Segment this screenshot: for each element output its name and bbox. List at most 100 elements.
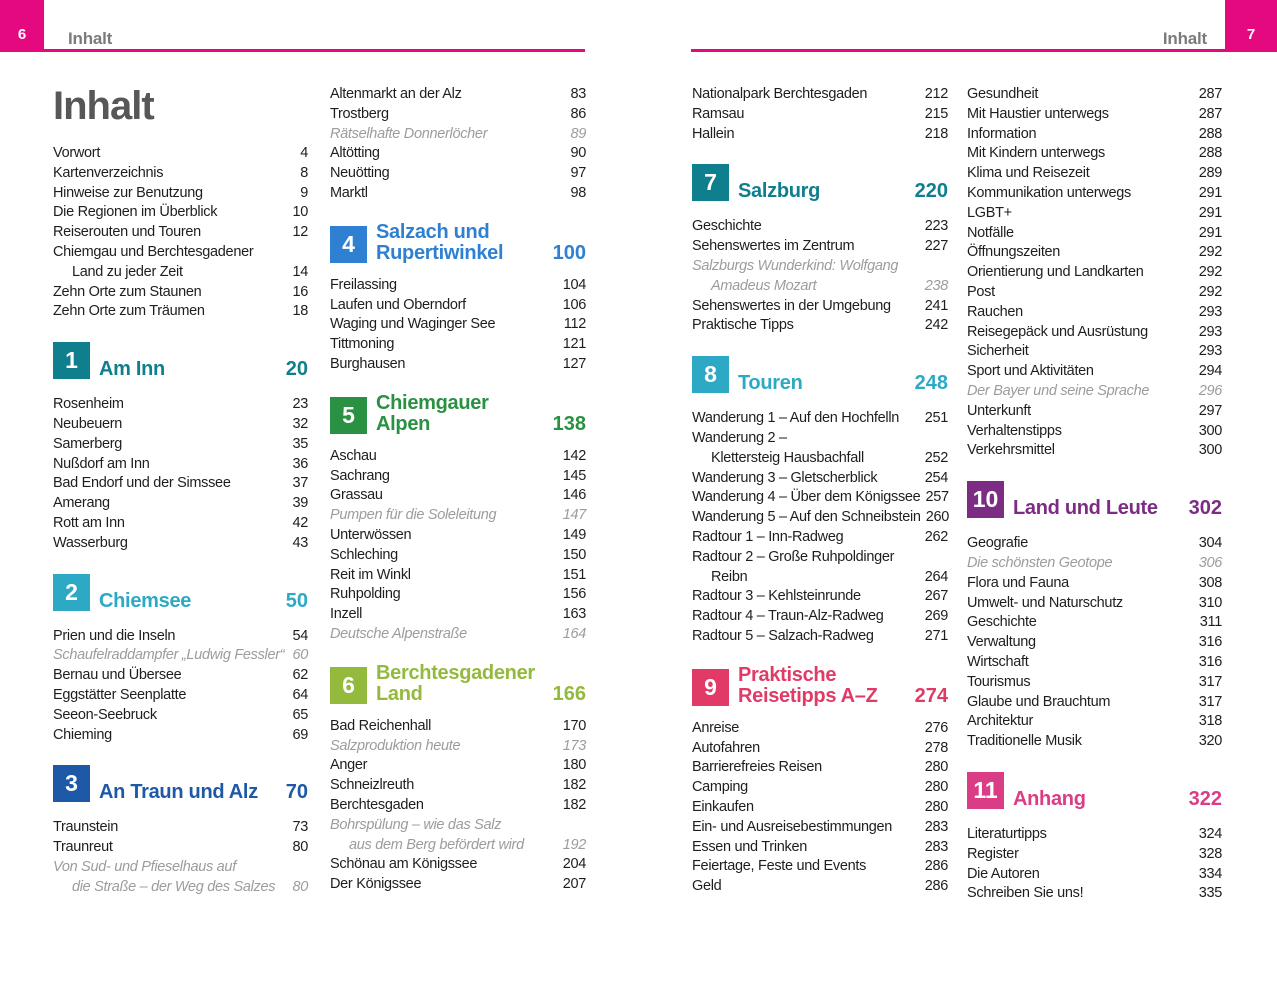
section-number-badge: 1 xyxy=(53,342,90,380)
toc-entry: Nußdorf am Inn 36 xyxy=(53,455,308,475)
toc-entry-title: Hinweise zur Benutzung xyxy=(53,184,203,201)
toc-entry: Unterkunft 297 xyxy=(967,402,1222,422)
toc-entry-title: Altenmarkt an der Alz xyxy=(330,86,462,102)
toc-entry-page: 62 xyxy=(292,667,308,684)
toc-entry-page: 276 xyxy=(924,719,949,736)
toc-entry-title: Wasserburg xyxy=(53,534,128,551)
toc-entry: Zehn Orte zum Staunen 16 xyxy=(53,283,308,303)
toc-entry-title: Mit Kindern unterwegs xyxy=(967,145,1105,162)
toc-entry: Architektur 318 xyxy=(967,712,1222,732)
toc-entry-page: 293 xyxy=(1198,343,1223,360)
toc-entry-title: Waging und Waginger See xyxy=(330,316,496,333)
section-header-9: 9 Praktische Reisetipps A–Z 274 xyxy=(692,664,948,707)
section-number-badge: 6 xyxy=(330,666,367,704)
toc-entry: Seeon-Seebruck 65 xyxy=(53,706,308,726)
toc-entry: Neuötting 97 xyxy=(330,164,586,184)
toc-entry-title: Praktische Tipps xyxy=(692,317,794,334)
toc-entry-title: Ramsau xyxy=(692,105,745,122)
toc-entry: Wanderung 2 – xyxy=(692,429,948,449)
section-number-badge: 8 xyxy=(692,356,729,394)
toc-entry: Radtour 2 – Große Ruhpoldinger xyxy=(692,548,948,568)
toc-entry-title: Wirtschaft xyxy=(967,653,1029,670)
section-page-number: 20 xyxy=(285,358,308,381)
toc-entry-title: Einkaufen xyxy=(692,798,754,815)
toc-entry-page: 163 xyxy=(562,606,587,623)
toc-entry-title: Information xyxy=(967,125,1037,142)
toc-entry-title: Salzburgs Wunderkind: Wolfgang xyxy=(692,257,899,274)
toc-entry: Flora und Fauna 308 xyxy=(967,574,1222,594)
toc-entry-page: 8 xyxy=(300,164,308,181)
section-header-4: 4 Salzach und Rupertiwinkel 100 xyxy=(330,220,586,264)
toc-entry-title: Register xyxy=(967,845,1019,862)
toc-entry-title: Essen und Trinken xyxy=(692,838,807,855)
toc-entry-title: Amadeus Mozart xyxy=(711,277,817,294)
toc-entry-page: 310 xyxy=(1198,594,1223,611)
toc-entry-title: Bernau und Übersee xyxy=(53,667,182,684)
toc-entry-title: Der Bayer und seine Sprache xyxy=(967,382,1150,399)
left-header-rule xyxy=(0,49,585,52)
toc-entry-title: Geschichte xyxy=(967,614,1037,631)
toc-entry-page: 218 xyxy=(924,125,949,142)
toc-entry: Tittmoning 121 xyxy=(330,335,586,355)
toc-entry-title: Bohrspülung – wie das Salz xyxy=(330,816,502,833)
toc-entry-page: 280 xyxy=(924,798,949,815)
toc-entry: Autofahren 278 xyxy=(692,739,948,759)
toc-entry-page: 254 xyxy=(924,469,949,486)
toc-entry-title: Prien und die Inseln xyxy=(53,627,176,644)
toc-entry-title: Geografie xyxy=(967,535,1028,552)
section-page-number: 70 xyxy=(285,781,308,804)
toc-entry: Zehn Orte zum Träumen 18 xyxy=(53,302,308,322)
toc-entry-title: Traditionelle Musik xyxy=(967,733,1082,750)
toc-entry-page: 292 xyxy=(1198,264,1223,281)
toc-entry: Verhaltenstipps 300 xyxy=(967,422,1222,442)
toc-entry-page: 151 xyxy=(562,566,587,583)
toc-entry: Pumpen für die Soleleitung 147 xyxy=(330,506,586,526)
toc-entry-page: 207 xyxy=(562,876,587,893)
toc-entry: Burghausen 127 xyxy=(330,355,586,375)
toc-entry-title: Freilassing xyxy=(330,276,397,293)
section-number-badge: 7 xyxy=(692,164,729,202)
toc-entry-title: Marktl xyxy=(330,184,368,201)
toc-entry-title: Altötting xyxy=(330,145,380,162)
section-header-6: 6 Berchtesgadener Land 166 xyxy=(330,662,586,705)
toc-entry: Bad Reichenhall 170 xyxy=(330,717,586,737)
toc-entry: aus dem Berg befördert wird 192 xyxy=(330,836,586,856)
toc-entry-title: Die Regionen im Überblick xyxy=(53,204,218,221)
toc-entry-title: Klettersteig Hausbachfall xyxy=(711,449,864,466)
right-page-number: 7 xyxy=(1246,26,1256,43)
toc-entry: Berchtesgaden 182 xyxy=(330,796,586,816)
toc-entry: Sicherheit 293 xyxy=(967,342,1222,362)
toc-entry-title: Grassau xyxy=(330,487,383,504)
toc-entry-page: 64 xyxy=(292,686,308,703)
toc-entry-page: 288 xyxy=(1198,145,1223,162)
toc-entry-title: Traunreut xyxy=(53,839,113,856)
toc-entry: Sehenswertes im Zentrum 227 xyxy=(692,237,948,257)
toc-entry-title: Klima und Reisezeit xyxy=(967,165,1090,182)
toc-entry-title: Verwaltung xyxy=(967,634,1036,651)
toc-entry-page: 227 xyxy=(924,238,949,255)
section-title: Salzach und Rupertiwinkel xyxy=(376,220,504,264)
toc-entry-title: Anreise xyxy=(692,719,740,736)
toc-entry-title: Geld xyxy=(692,878,722,895)
toc-entry: Wanderung 3 – Gletscherblick 254 xyxy=(692,469,948,489)
toc-entry-title: Amerang xyxy=(53,495,110,512)
toc-entry-page: 121 xyxy=(562,336,587,353)
toc-entry: Ruhpolding 156 xyxy=(330,585,586,605)
toc-entry-page: 252 xyxy=(924,449,949,466)
toc-entry-page: 39 xyxy=(292,495,308,512)
toc-entry: Camping 280 xyxy=(692,778,948,798)
section-header-5: 5 Chiemgauer Alpen 138 xyxy=(330,392,586,435)
toc-entry-title: Die Autoren xyxy=(967,865,1040,882)
toc-entry-page: 164 xyxy=(562,625,587,642)
toc-entry: Radtour 1 – Inn-Radweg 262 xyxy=(692,528,948,548)
toc-entry-title: Schönau am Königssee xyxy=(330,856,478,873)
toc-entry: Wanderung 4 – Über dem Königssee 257 xyxy=(692,488,949,508)
toc-entry-title: Orientierung und Landkarten xyxy=(967,264,1144,281)
toc-entry: Freilassing 104 xyxy=(330,276,586,296)
toc-entry: Radtour 5 – Salzach-Radweg 271 xyxy=(692,627,948,647)
toc-entry-page: 36 xyxy=(292,455,308,472)
toc-entry: Reibn 264 xyxy=(692,568,948,588)
toc-entry: Laufen und Oberndorf 106 xyxy=(330,296,586,316)
toc-entry-title: die Straße – der Weg des Salzes xyxy=(72,878,276,895)
